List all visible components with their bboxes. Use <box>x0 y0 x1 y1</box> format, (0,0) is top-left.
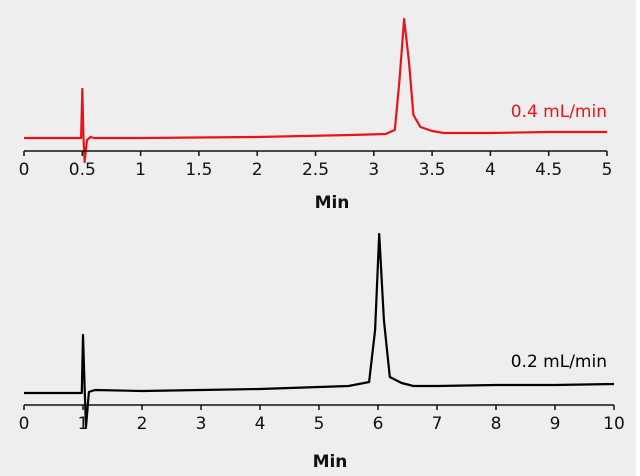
bottom-series-label: 0.2 mL/min <box>511 352 607 372</box>
x-tick-label: 8 <box>491 414 502 434</box>
x-tick-label: 1.5 <box>185 160 212 180</box>
top-x-ticks: 0 0.5 1 1.5 2 2.5 3 3.5 4 4.5 5 <box>19 151 613 180</box>
bottom-trace-line <box>24 232 615 429</box>
x-tick-label: 2.5 <box>302 160 329 180</box>
x-tick-label: 1 <box>78 414 89 434</box>
x-tick-label: 2 <box>252 160 263 180</box>
x-tick-label: 4.5 <box>535 160 562 180</box>
x-tick-label: 5 <box>314 414 325 434</box>
top-trace-line <box>24 17 607 164</box>
x-tick-label: 0 <box>19 414 30 434</box>
x-tick-label: 9 <box>550 414 561 434</box>
top-chart: 0 0.5 1 1.5 2 2.5 3 3.5 4 4.5 5 0.4 mL/min Min <box>19 17 613 213</box>
x-tick-label: 3 <box>196 414 207 434</box>
x-tick-label: 1 <box>135 160 146 180</box>
x-tick-label: 5 <box>602 160 613 180</box>
x-tick-label: 4 <box>255 414 266 434</box>
bottom-x-axis-title: Min <box>313 452 348 472</box>
x-tick-label: 0.5 <box>69 160 96 180</box>
x-tick-label: 3.5 <box>419 160 446 180</box>
x-tick-label: 0 <box>19 160 30 180</box>
x-tick-label: 2 <box>137 414 148 434</box>
x-tick-label: 4 <box>485 160 496 180</box>
x-tick-label: 3 <box>368 160 379 180</box>
x-tick-label: 7 <box>432 414 443 434</box>
x-tick-label: 10 <box>603 414 625 434</box>
top-series-label: 0.4 mL/min <box>511 102 607 122</box>
bottom-chart: 0 1 2 3 4 5 6 7 8 9 10 0.2 mL/min Min <box>19 232 625 472</box>
top-x-axis-title: Min <box>315 193 350 213</box>
bottom-x-ticks: 0 1 2 3 4 5 6 7 8 9 10 <box>19 405 625 434</box>
x-tick-label: 6 <box>373 414 384 434</box>
